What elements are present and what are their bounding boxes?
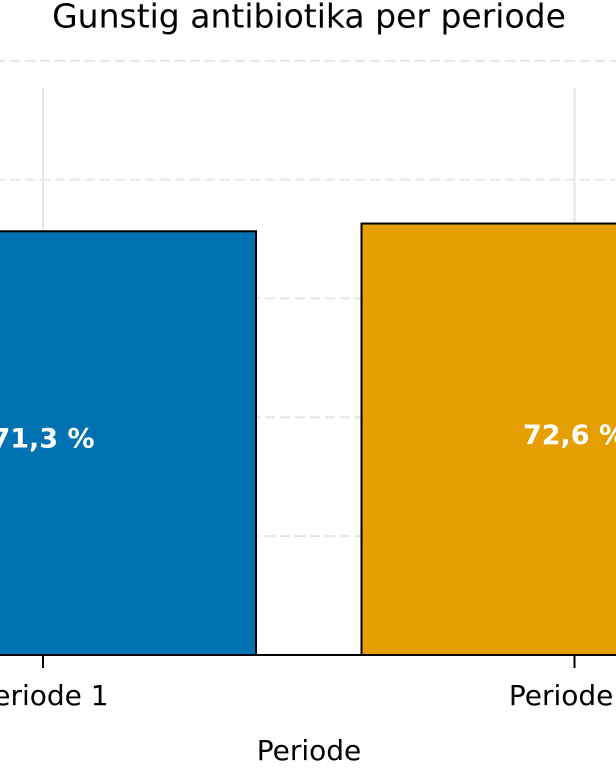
value-label: 71,3 % xyxy=(0,424,95,455)
value-label: 72,6 % xyxy=(523,420,616,451)
x-tick-label: Periode 2 xyxy=(509,679,616,712)
x-tick-label: Periode 1 xyxy=(0,679,109,712)
chart-title: Gunstig antibiotika per periode xyxy=(52,0,566,36)
bar xyxy=(0,230,257,656)
x-axis-label: Periode xyxy=(257,734,362,767)
bar xyxy=(360,222,616,656)
